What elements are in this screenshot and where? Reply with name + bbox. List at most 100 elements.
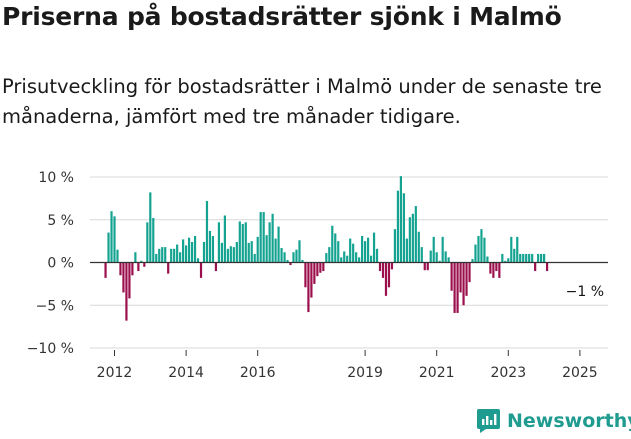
bar bbox=[501, 253, 504, 263]
bar bbox=[477, 236, 480, 263]
bar bbox=[343, 251, 346, 263]
bar bbox=[435, 252, 438, 263]
bar bbox=[432, 236, 435, 263]
bar bbox=[426, 262, 429, 271]
bar bbox=[474, 244, 477, 263]
bar bbox=[364, 241, 367, 263]
bar bbox=[387, 262, 391, 288]
bar bbox=[393, 229, 397, 263]
bar bbox=[137, 262, 140, 272]
bar bbox=[208, 230, 212, 263]
y-axis-labels: 10 % 5 % 0 % −5 % −10 % bbox=[27, 170, 74, 357]
bar-chart: 10 % 5 % 0 % −5 % −10 % 2012 2014 2016 2019 2021… bbox=[27, 170, 608, 381]
bar bbox=[286, 259, 289, 263]
bar bbox=[146, 222, 149, 263]
bar bbox=[325, 253, 328, 263]
bar bbox=[262, 212, 265, 263]
bar bbox=[438, 260, 441, 263]
bar bbox=[122, 262, 125, 293]
bar bbox=[441, 236, 444, 263]
y-tick-label: −5 % bbox=[36, 298, 74, 314]
bar bbox=[522, 253, 525, 263]
bar bbox=[480, 229, 483, 263]
bar bbox=[179, 252, 182, 263]
bar bbox=[516, 236, 519, 263]
bar bbox=[149, 192, 152, 263]
bar bbox=[173, 248, 176, 263]
bar bbox=[528, 253, 531, 263]
y-tick-label: 5 % bbox=[47, 213, 74, 229]
bar bbox=[381, 262, 385, 278]
bar bbox=[247, 242, 250, 263]
bar bbox=[349, 238, 352, 263]
bar bbox=[531, 253, 534, 263]
x-tick-label: 2025 bbox=[562, 365, 598, 381]
bar bbox=[187, 237, 191, 263]
bar bbox=[346, 255, 349, 263]
bar bbox=[447, 257, 450, 263]
gridlines bbox=[90, 176, 608, 349]
bar bbox=[182, 239, 185, 263]
bar bbox=[313, 262, 316, 284]
bar bbox=[220, 242, 223, 263]
bar bbox=[378, 262, 382, 272]
y-tick-label: −10 % bbox=[27, 341, 74, 357]
bar bbox=[167, 262, 170, 274]
bar bbox=[372, 232, 376, 263]
bar bbox=[352, 243, 355, 263]
bar bbox=[125, 262, 128, 321]
bar bbox=[411, 213, 414, 263]
bar bbox=[405, 238, 408, 263]
bar bbox=[274, 238, 277, 263]
bar bbox=[366, 237, 370, 263]
bar bbox=[408, 217, 411, 263]
bar bbox=[158, 248, 161, 263]
bar bbox=[417, 231, 420, 263]
bar bbox=[465, 262, 468, 296]
bar bbox=[256, 236, 259, 263]
bar bbox=[295, 249, 298, 263]
bar bbox=[375, 248, 379, 263]
bar bbox=[202, 241, 206, 263]
bar bbox=[384, 262, 388, 296]
bar bbox=[390, 262, 394, 270]
bar bbox=[513, 248, 516, 263]
bar bbox=[244, 222, 247, 263]
bar bbox=[283, 252, 286, 263]
bar bbox=[217, 222, 221, 263]
bar bbox=[199, 262, 203, 278]
bar bbox=[462, 262, 465, 306]
bar bbox=[420, 247, 423, 263]
bar bbox=[334, 233, 337, 263]
bar bbox=[429, 250, 432, 263]
bar bbox=[229, 246, 232, 263]
bar bbox=[280, 247, 283, 263]
bar bbox=[337, 241, 340, 263]
bar bbox=[107, 232, 110, 263]
chart-subtitle: Prisutveckling för bostadsrätter i Malmö… bbox=[2, 75, 602, 128]
bar bbox=[471, 259, 474, 263]
bar bbox=[340, 257, 343, 263]
bar bbox=[444, 251, 447, 263]
bar bbox=[238, 221, 241, 263]
x-tick-label: 2012 bbox=[97, 365, 133, 381]
newsworthy-logo-icon bbox=[477, 409, 500, 433]
bar bbox=[190, 241, 194, 263]
bar bbox=[289, 262, 292, 266]
bar bbox=[176, 244, 179, 263]
bar bbox=[196, 258, 200, 263]
bar bbox=[211, 236, 215, 263]
bar bbox=[116, 249, 119, 263]
bar bbox=[489, 262, 492, 274]
bar bbox=[319, 262, 322, 273]
bar bbox=[232, 247, 235, 263]
bar bbox=[453, 262, 456, 313]
bar bbox=[316, 262, 319, 277]
bar bbox=[223, 215, 226, 263]
bar bbox=[304, 262, 307, 288]
bar bbox=[253, 253, 256, 263]
bar bbox=[140, 260, 143, 263]
bar bbox=[525, 253, 528, 263]
bar bbox=[322, 262, 325, 272]
brand-logo: Newsworthy bbox=[476, 408, 631, 433]
